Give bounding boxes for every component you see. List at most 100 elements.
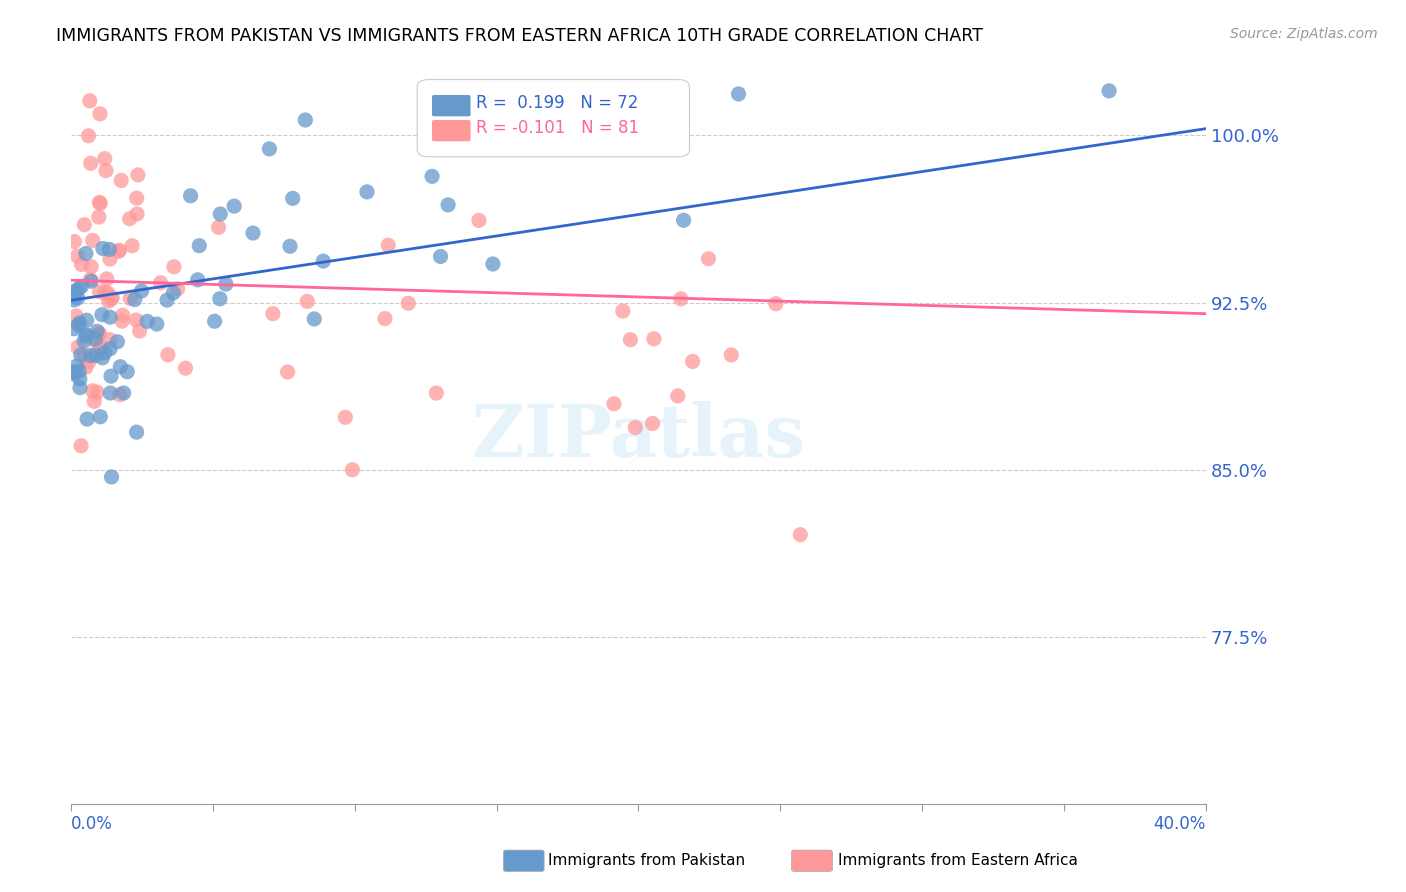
Point [76,412,98,426]
Point [87,327,110,342]
Point [437,198,460,212]
Point [89,195,111,210]
Point [63,293,86,307]
Point [619,333,641,347]
Point [91,308,114,322]
Point [127,168,149,182]
Point [125,207,148,221]
Point [77,354,100,368]
FancyBboxPatch shape [432,120,471,141]
Point [342,463,364,477]
Point [66,249,89,263]
Point [297,294,319,309]
Point [166,282,188,296]
Point [420,169,443,184]
Point [100,369,122,384]
Point [69,348,91,362]
Point [204,314,226,328]
Point [97,294,120,309]
Point [69,381,91,395]
Point [94,345,117,359]
Point [682,354,704,368]
Text: Immigrants from Pakistan: Immigrants from Pakistan [548,854,745,868]
Point [482,257,505,271]
Point [91,242,114,256]
Point [73,348,96,362]
Point [108,387,131,401]
Point [624,420,647,434]
Point [180,188,202,202]
Point [66,340,89,354]
Point [107,244,129,259]
Point [312,254,335,268]
Point [98,243,121,257]
Point [100,470,122,484]
Point [100,292,122,306]
Point [669,292,692,306]
Point [120,291,142,305]
Text: 40.0%: 40.0% [1153,815,1206,833]
Point [73,218,96,232]
Point [84,348,107,362]
Point [75,246,97,260]
Point [63,287,86,301]
Point [209,207,232,221]
Point [281,191,304,205]
Text: R =  0.199   N = 72: R = 0.199 N = 72 [477,94,638,112]
Point [187,273,209,287]
Point [69,316,91,330]
Point [86,324,108,338]
Text: 0.0%: 0.0% [72,815,112,833]
Point [262,307,284,321]
Point [112,386,135,401]
Point [128,324,150,338]
Point [374,311,396,326]
Point [76,313,98,327]
Point [425,386,447,401]
FancyBboxPatch shape [432,95,471,116]
Point [89,107,111,121]
Point [79,94,101,108]
Point [98,310,121,325]
Point [67,318,90,332]
Point [156,293,179,307]
Point [603,397,626,411]
Point [277,365,299,379]
Point [67,364,90,378]
Point [302,312,325,326]
Point [429,250,451,264]
Point [65,309,87,323]
Point [110,173,132,187]
Point [63,235,86,249]
Point [80,156,103,170]
Point [156,348,179,362]
Point [98,342,121,356]
Text: Source: ZipAtlas.com: Source: ZipAtlas.com [1230,27,1378,41]
Point [146,317,169,331]
Point [377,238,399,252]
Point [111,314,134,328]
Point [356,185,378,199]
Point [641,417,664,431]
Point [468,213,491,227]
Point [65,284,87,298]
Point [94,163,117,178]
Point [720,348,742,362]
Point [396,296,419,310]
Point [63,367,86,381]
Point [96,272,118,286]
Point [70,439,93,453]
Point [108,244,131,258]
Point [224,199,246,213]
Point [86,385,108,400]
Point [666,389,689,403]
Point [63,321,86,335]
Point [79,349,101,363]
Point [1098,84,1121,98]
Point [89,409,111,424]
Text: Immigrants from Eastern Africa: Immigrants from Eastern Africa [838,854,1078,868]
Text: R = -0.101   N = 81: R = -0.101 N = 81 [477,120,640,137]
Point [163,260,186,274]
Point [121,238,143,252]
Point [727,87,749,101]
